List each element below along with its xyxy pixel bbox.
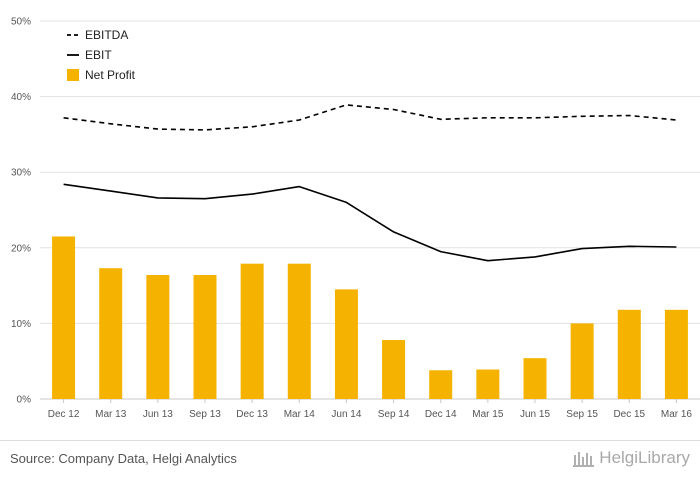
net-profit-bar — [476, 369, 500, 399]
legend: EBITDA EBIT Net Profit — [67, 28, 136, 82]
ebit-line — [63, 183, 677, 262]
legend-label: Net Profit — [85, 68, 136, 82]
x-tick-label: Jun 13 — [143, 409, 173, 420]
x-tick-label: Dec 14 — [425, 409, 457, 420]
gridlines — [40, 20, 700, 400]
x-tick-label: Mar 16 — [661, 409, 693, 420]
net-profit-bar — [429, 370, 453, 399]
source-note: Source: Company Data, Helgi Analytics — [10, 451, 237, 466]
legend-label: EBIT — [85, 48, 112, 62]
legend-label: EBITDA — [85, 28, 128, 42]
y-axis: 0% 10% 20% 30% 40% 50% — [11, 17, 31, 406]
footer-divider — [0, 440, 700, 441]
net-profit-bar — [193, 275, 217, 399]
net-profit-bar — [664, 309, 688, 399]
helgi-library-logo[interactable]: HelgiLibrary — [573, 448, 690, 468]
net-profit-bar — [99, 268, 123, 399]
library-building-icon — [573, 452, 595, 467]
legend-swatch-net-profit — [67, 69, 79, 81]
net-profit-bar — [570, 323, 594, 399]
net-profit-bar — [523, 358, 547, 399]
x-tick-label: Dec 12 — [48, 409, 80, 420]
y-tick-label: 0% — [17, 395, 32, 406]
y-tick-label: 30% — [11, 168, 31, 179]
line-series — [63, 104, 677, 262]
x-tick-label: Sep 15 — [566, 409, 598, 420]
net-profit-bar — [334, 289, 358, 399]
x-tick-label: Sep 13 — [189, 409, 221, 420]
chart: 0% 10% 20% 30% 40% 50% Dec 12 Mar 13 Jun 13 Sep … — [11, 17, 700, 420]
net-profit-bar — [240, 263, 264, 399]
x-tick-label: Dec 13 — [236, 409, 268, 420]
ebitda-line — [63, 104, 677, 131]
y-tick-label: 50% — [11, 17, 31, 28]
net-profit-bar — [52, 236, 76, 399]
y-tick-label: 10% — [11, 319, 31, 330]
x-tick-label: Jun 15 — [520, 409, 550, 420]
y-tick-label: 20% — [11, 243, 31, 254]
net-profit-bars — [52, 236, 688, 399]
net-profit-bar — [382, 340, 406, 399]
x-tick-label: Jun 14 — [331, 409, 361, 420]
x-axis: Dec 12 Mar 13 Jun 13 Sep 13 Dec 13 Mar 14 Jun … — [48, 399, 693, 420]
y-tick-label: 40% — [11, 92, 31, 103]
net-profit-bar — [287, 263, 311, 399]
x-tick-label: Sep 14 — [378, 409, 410, 420]
x-tick-label: Mar 13 — [95, 409, 127, 420]
net-profit-bar — [617, 309, 641, 399]
net-profit-bar — [146, 275, 170, 399]
x-tick-label: Mar 15 — [472, 409, 504, 420]
x-tick-label: Dec 15 — [613, 409, 645, 420]
logo-text: HelgiLibrary — [599, 448, 690, 467]
x-tick-label: Mar 14 — [284, 409, 316, 420]
